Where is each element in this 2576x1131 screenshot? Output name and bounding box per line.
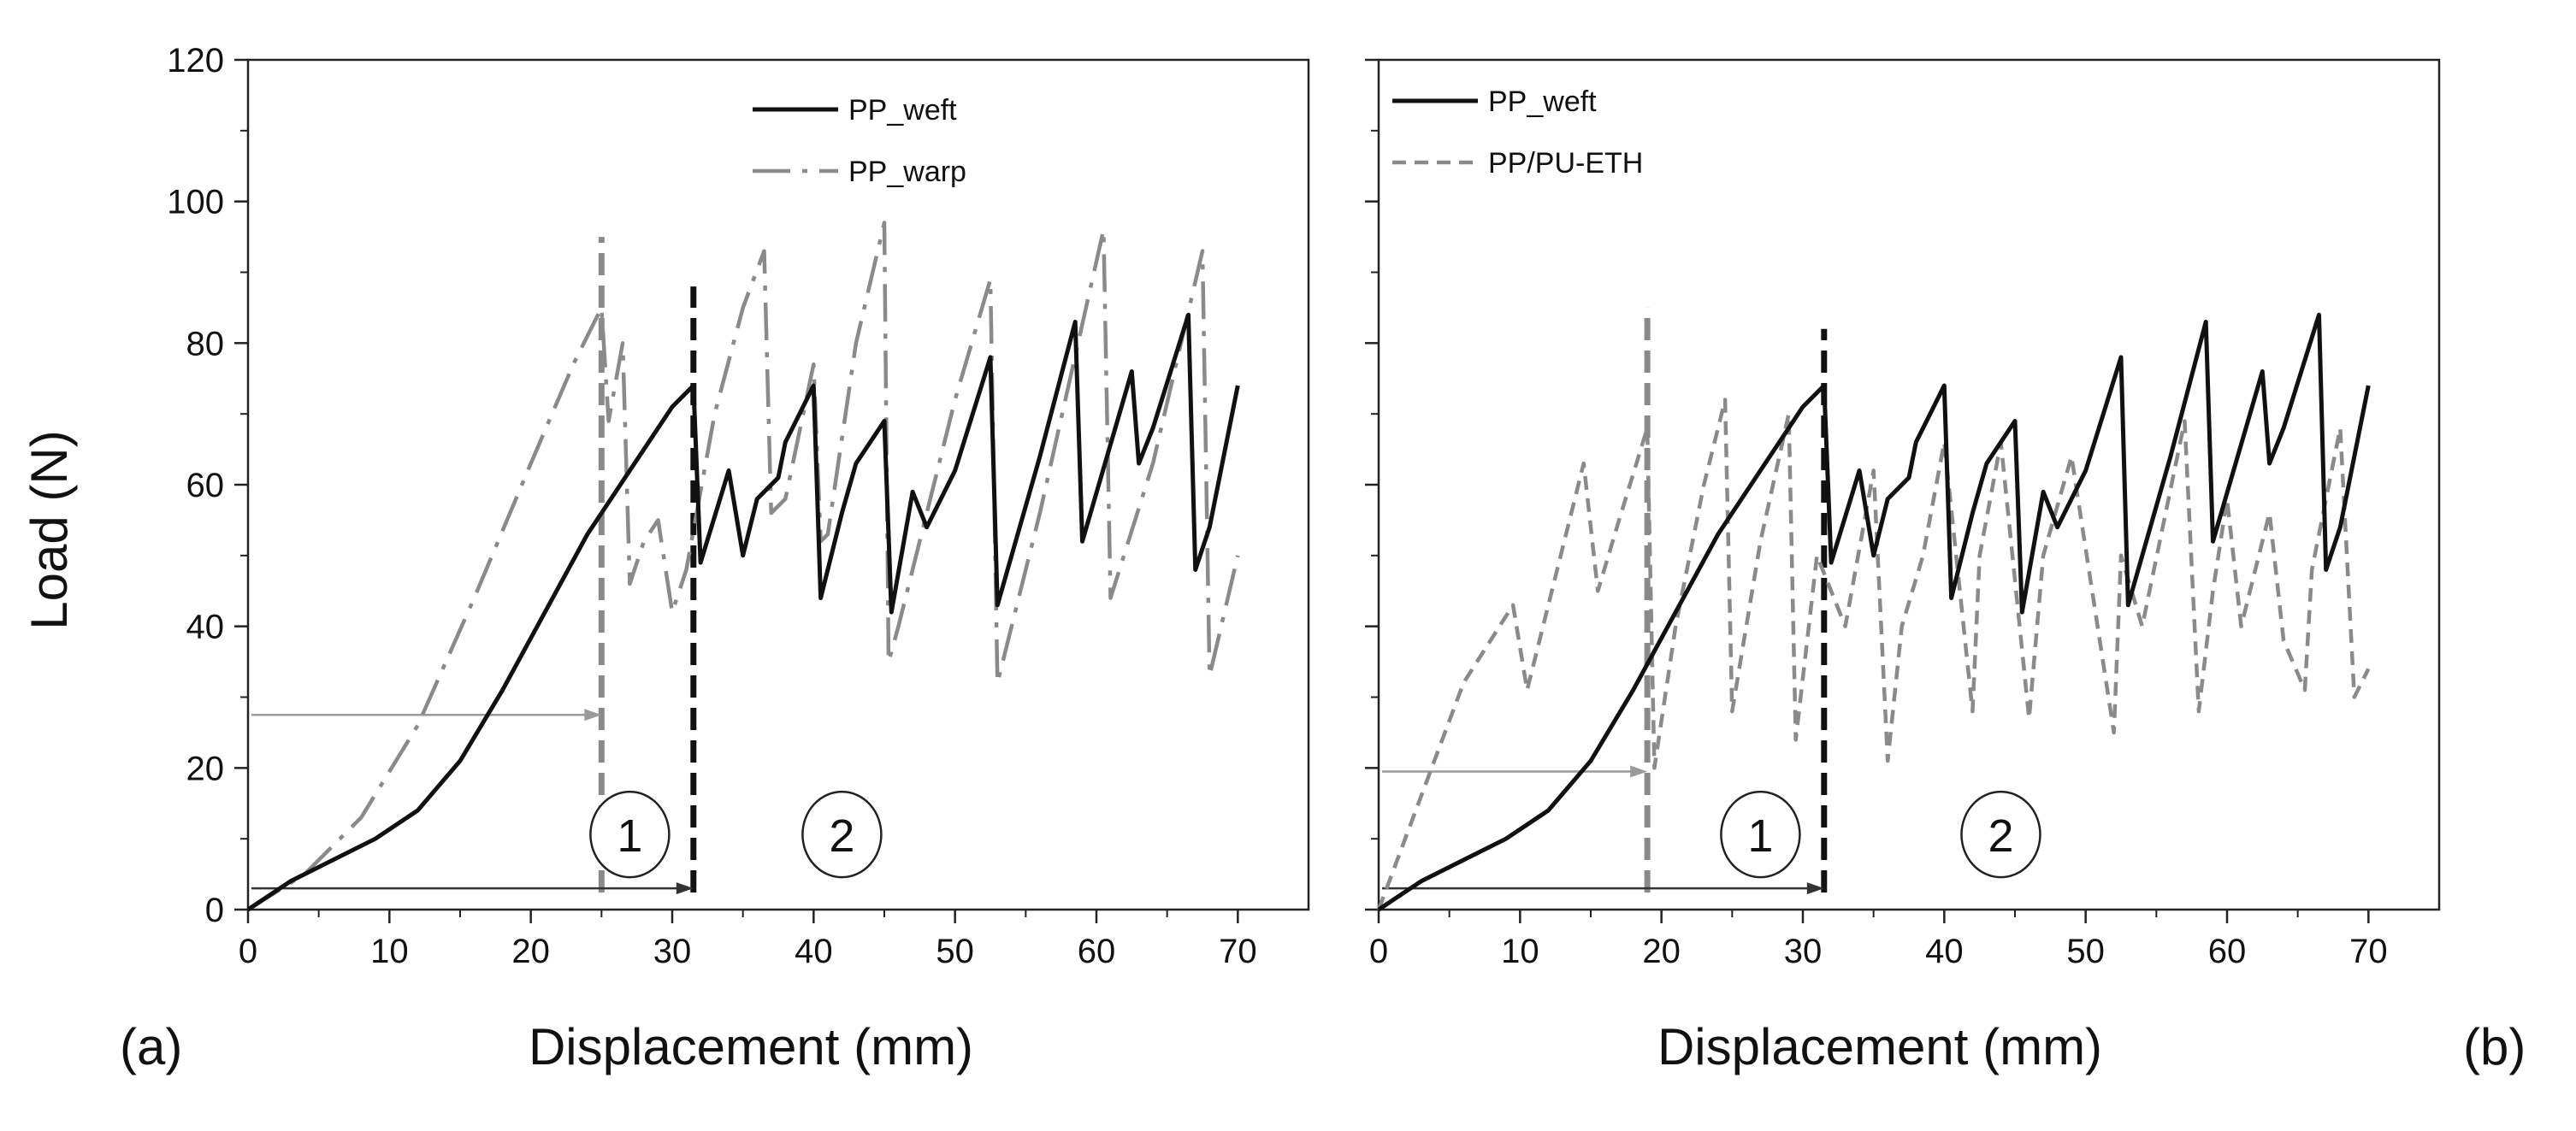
region-label-b: 1 <box>1747 810 1773 862</box>
y-tick-label-a: 100 <box>167 184 224 221</box>
y-tick-label-a: 80 <box>186 325 225 362</box>
x-tick-label-a: 0 <box>239 933 257 970</box>
legend-label-b: PP/PU-ETH <box>1488 147 1643 180</box>
y-tick-label-a: 60 <box>186 467 225 504</box>
x-tick-label-a: 70 <box>1219 933 1257 970</box>
x-tick-label-b: 50 <box>2066 933 2105 970</box>
x-axis-title-b: Displacement (mm) <box>1657 1018 2102 1075</box>
series-line-pp-warp <box>246 221 1240 911</box>
region-label-a: 1 <box>617 810 642 862</box>
x-tick-label-b: 30 <box>1784 933 1823 970</box>
x-tick-label-a: 20 <box>511 933 550 970</box>
x-tick-label-b: 60 <box>2208 933 2247 970</box>
region-label-b: 2 <box>1988 810 2013 862</box>
region-label-a: 2 <box>829 810 854 862</box>
panel-b: (b) Displacement (mm) 0 10 20 30 40 50 60 70 1 2 P… <box>1365 58 2526 1075</box>
x-tick-label-b: 0 <box>1369 933 1388 970</box>
panel-label-a: (a) <box>120 1018 182 1075</box>
region-circle-a <box>589 790 671 879</box>
x-tick-label-a: 30 <box>653 933 692 970</box>
legend-label-b: PP_weft <box>1488 85 1597 118</box>
series-line-pp-pu-eth <box>1376 398 2371 910</box>
x-tick-label-a: 50 <box>936 933 974 970</box>
plot-frame-b <box>1377 58 2441 911</box>
y-tick-label-a: 0 <box>205 892 224 929</box>
panel-label-b: (b) <box>2463 1018 2526 1075</box>
x-tick-label-a: 40 <box>795 933 833 970</box>
series-line-pp-weft <box>246 312 1240 912</box>
arrow-head-b <box>1630 765 1648 778</box>
x-tick-label-b: 40 <box>1925 933 1964 970</box>
x-tick-label-b: 70 <box>2349 933 2388 970</box>
region-circle-b <box>1720 790 1801 879</box>
series-line-pp-weft <box>1377 312 2371 912</box>
y-tick-label-a: 40 <box>186 609 225 646</box>
legend-label-a: PP_warp <box>848 156 966 188</box>
arrow-head-b <box>1806 882 1824 895</box>
x-tick-label-b: 20 <box>1642 933 1681 970</box>
x-axis-title-a: Displacement (mm) <box>529 1018 973 1075</box>
y-axis-title: Load (N) <box>21 430 78 629</box>
y-tick-label-a: 120 <box>167 42 224 80</box>
legend-label-a: PP_weft <box>848 94 957 127</box>
y-tick-label-a: 20 <box>186 750 225 787</box>
region-circle-a <box>801 790 883 879</box>
arrow-head-a <box>676 882 694 895</box>
x-tick-label-b: 10 <box>1501 933 1539 970</box>
region-circle-b <box>1960 790 2041 879</box>
panel-a: (a) Displacement (mm) 0 10 20 30 40 50 60 70 0 20… <box>120 42 1310 1075</box>
x-tick-label-a: 60 <box>1078 933 1116 970</box>
arrow-head-a <box>584 709 602 722</box>
x-tick-label-a: 10 <box>370 933 409 970</box>
plot-frame-a <box>246 58 1310 911</box>
